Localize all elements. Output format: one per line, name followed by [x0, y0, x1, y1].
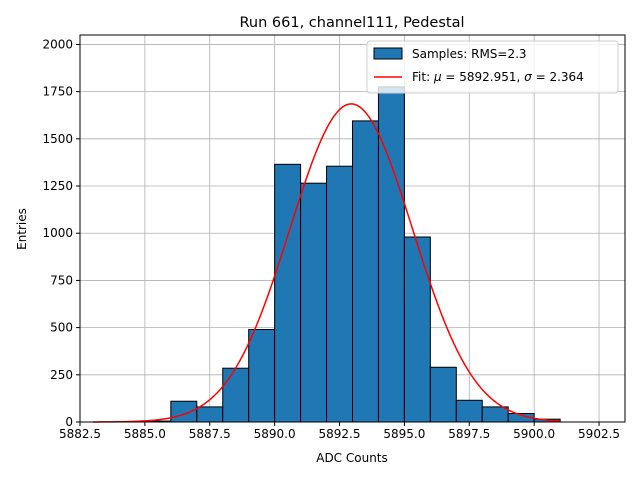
- y-axis-ticks: 0 250 500 750 1000 1250 1500 1750 2000: [42, 37, 80, 429]
- histogram-bar: [196, 406, 224, 423]
- x-tick-label: 5890.0: [254, 427, 296, 441]
- histogram-bar: [377, 86, 405, 423]
- histogram-bar: [429, 366, 457, 423]
- histogram-bar: [481, 406, 509, 423]
- histogram-bar: [326, 165, 353, 423]
- x-tick-label: 5897.5: [448, 427, 490, 441]
- legend-label-samples: Samples: RMS=2.3: [412, 47, 527, 61]
- histogram-bars: [144, 86, 561, 423]
- histogram-bar: [170, 400, 198, 423]
- plot-frame: [79, 34, 626, 423]
- legend-swatch-samples: [373, 47, 403, 60]
- histogram-bar: [352, 120, 379, 423]
- y-tick-label: 1250: [42, 179, 73, 193]
- legend-label-fit: Fit: μ = 5892.951, σ = 2.364: [412, 70, 584, 84]
- histogram-bar: [222, 367, 250, 423]
- y-tick-label: 2000: [42, 37, 73, 51]
- y-tick-label: 0: [65, 415, 73, 429]
- x-tick-label: 5902.5: [578, 427, 620, 441]
- y-tick-label: 1000: [42, 226, 73, 240]
- chart-title: Run 661, channel111, Pedestal: [239, 15, 464, 31]
- y-axis-label: Entries: [15, 208, 29, 250]
- x-axis-label: ADC Counts: [316, 451, 388, 465]
- x-tick-label: 5885.0: [124, 427, 166, 441]
- legend: Samples: RMS=2.3 Fit: μ = 5892.951, σ = …: [366, 40, 619, 94]
- x-tick-label: 5882.5: [59, 427, 101, 441]
- histogram-bar: [274, 163, 302, 423]
- histogram-bar: [403, 236, 431, 423]
- x-tick-label: 5892.5: [319, 427, 361, 441]
- legend-box: [366, 40, 619, 94]
- x-tick-label: 5900.0: [513, 427, 555, 441]
- y-tick-label: 1500: [42, 132, 73, 146]
- gaussian-fit-curve: [92, 103, 561, 423]
- histogram-bar: [455, 399, 483, 423]
- histogram-bar: [248, 328, 276, 423]
- y-tick-label: 1750: [42, 85, 73, 99]
- x-tick-label: 5895.0: [383, 427, 425, 441]
- y-tick-label: 500: [50, 321, 73, 335]
- y-tick-label: 250: [50, 368, 73, 382]
- x-axis-ticks: 5882.5 5885.0 5887.5 5890.0 5892.5 5895.0 5897…: [59, 422, 620, 441]
- histogram-bar: [300, 182, 328, 423]
- x-tick-label: 5887.5: [189, 427, 231, 441]
- y-tick-label: 750: [50, 273, 73, 287]
